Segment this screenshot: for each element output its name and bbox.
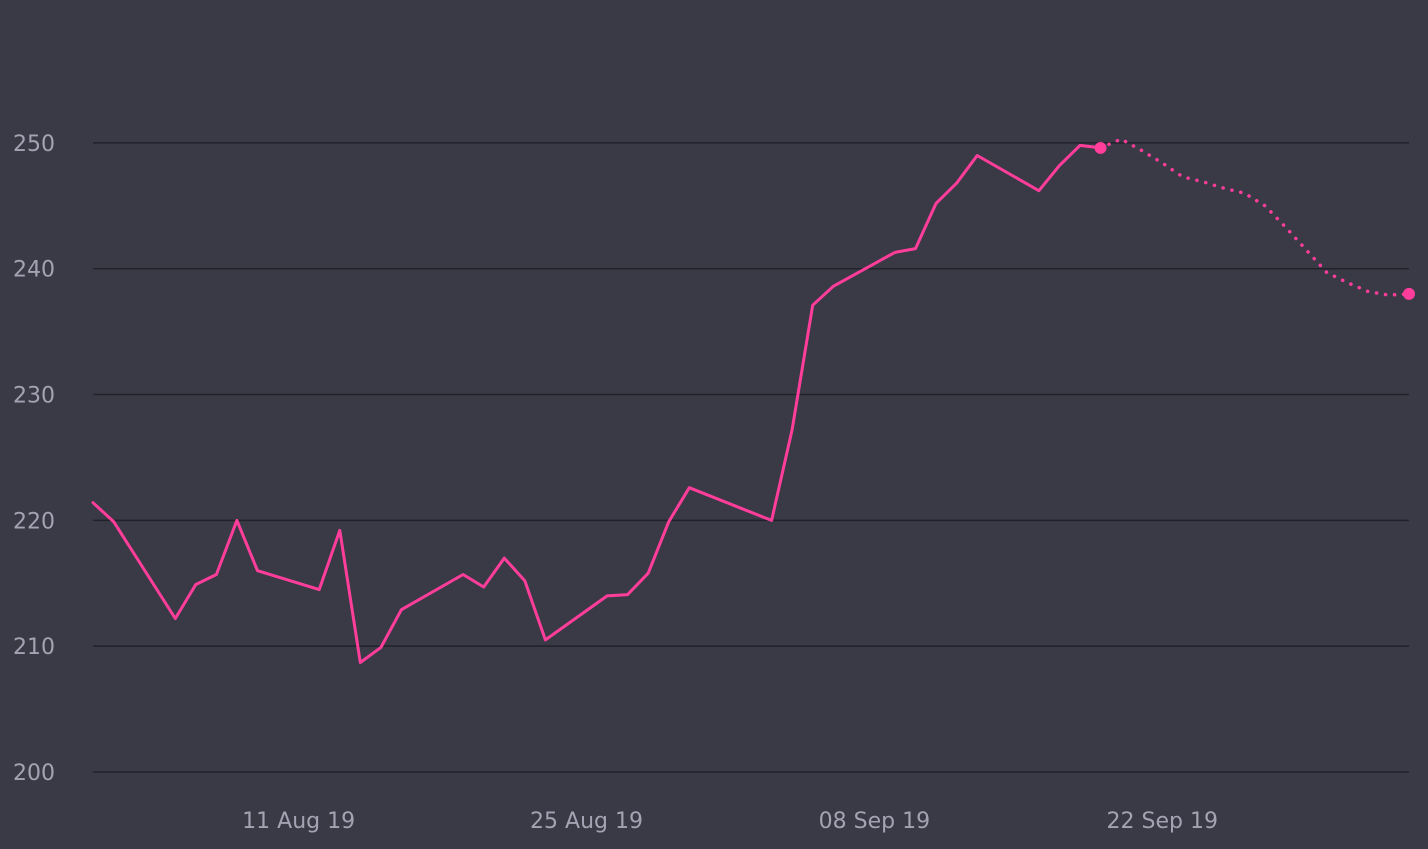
y-tick-label-230: 230 — [13, 384, 55, 409]
x-tick-label-2019-08-11: 11 Aug 19 — [242, 809, 355, 834]
y-tick-label-210: 210 — [13, 635, 55, 660]
grid-lines — [93, 142, 1409, 773]
y-axis: 200 210 220 230 240 250 — [13, 132, 55, 786]
series-line-dotted — [1098, 137, 1411, 297]
series-markers — [1094, 141, 1415, 300]
series-marker-2019-09-19 — [1094, 141, 1107, 154]
x-tick-label-2019-09-08: 08 Sep 19 — [819, 809, 930, 834]
x-tick-label-2019-09-22: 22 Sep 19 — [1107, 809, 1218, 834]
y-tick-label-220: 220 — [13, 509, 55, 534]
x-tick-label-2019-08-25: 25 Aug 19 — [530, 809, 643, 834]
y-tick-label-240: 240 — [13, 258, 55, 283]
series-marker-2019-10-04 — [1403, 287, 1415, 300]
series-line-solid — [91, 143, 1103, 664]
y-tick-label-250: 250 — [13, 132, 55, 157]
series-lines — [91, 137, 1411, 664]
y-tick-label-200: 200 — [13, 761, 55, 786]
x-axis: 11 Aug 19 25 Aug 19 08 Sep 19 22 Sep 19 — [242, 809, 1218, 834]
